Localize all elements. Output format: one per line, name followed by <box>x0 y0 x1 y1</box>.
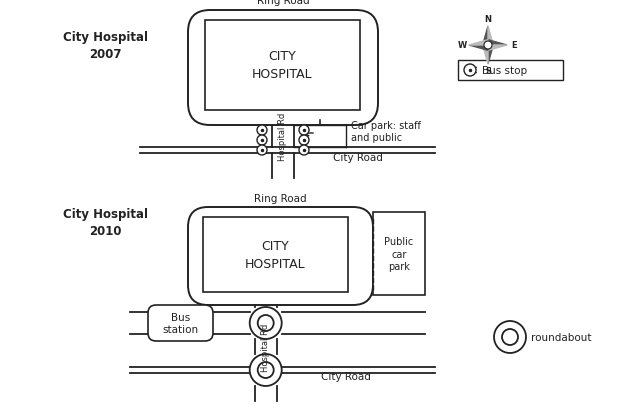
Circle shape <box>257 146 267 156</box>
Text: City Hospital
2010: City Hospital 2010 <box>63 207 147 237</box>
FancyBboxPatch shape <box>188 11 378 126</box>
Text: Ring Road: Ring Road <box>254 194 307 203</box>
Circle shape <box>257 136 267 146</box>
Circle shape <box>299 146 309 156</box>
Text: Car park: staff
and public: Car park: staff and public <box>351 121 421 143</box>
Bar <box>203 217 348 292</box>
Polygon shape <box>483 46 488 65</box>
Text: Bus stop: Bus stop <box>482 66 527 76</box>
Text: CITY
HOSPITAL: CITY HOSPITAL <box>245 239 306 270</box>
Polygon shape <box>488 46 507 51</box>
Circle shape <box>258 362 274 378</box>
Text: Bus
station: Bus station <box>163 312 198 335</box>
Bar <box>205 21 360 111</box>
Circle shape <box>502 329 518 345</box>
Text: CITY
HOSPITAL: CITY HOSPITAL <box>252 50 313 81</box>
Text: E: E <box>511 41 517 50</box>
Polygon shape <box>469 46 488 51</box>
Text: N: N <box>484 15 492 24</box>
FancyBboxPatch shape <box>148 305 213 341</box>
Circle shape <box>250 354 282 386</box>
Text: City Road: City Road <box>333 153 383 162</box>
Polygon shape <box>483 27 488 46</box>
Circle shape <box>299 126 309 136</box>
Bar <box>458 61 563 81</box>
Polygon shape <box>469 40 488 46</box>
Circle shape <box>484 42 492 50</box>
Text: roundabout: roundabout <box>531 332 591 342</box>
Text: Public
car
park: Public car park <box>385 237 413 271</box>
Circle shape <box>258 315 274 331</box>
Circle shape <box>464 65 476 77</box>
Text: S: S <box>485 67 491 76</box>
Circle shape <box>494 321 526 353</box>
Text: City Hospital
2007: City Hospital 2007 <box>63 31 147 61</box>
Text: W: W <box>458 41 467 50</box>
Circle shape <box>250 307 282 339</box>
Polygon shape <box>488 40 507 46</box>
Circle shape <box>257 126 267 136</box>
Circle shape <box>299 136 309 146</box>
Bar <box>373 213 425 295</box>
Polygon shape <box>488 46 493 65</box>
Text: Ring Road: Ring Road <box>257 0 309 6</box>
FancyBboxPatch shape <box>188 207 373 305</box>
Polygon shape <box>488 27 493 46</box>
Text: Hospital Rd: Hospital Rd <box>261 322 270 371</box>
Text: Hospital Rd: Hospital Rd <box>278 113 287 161</box>
Text: City Road: City Road <box>321 371 371 381</box>
